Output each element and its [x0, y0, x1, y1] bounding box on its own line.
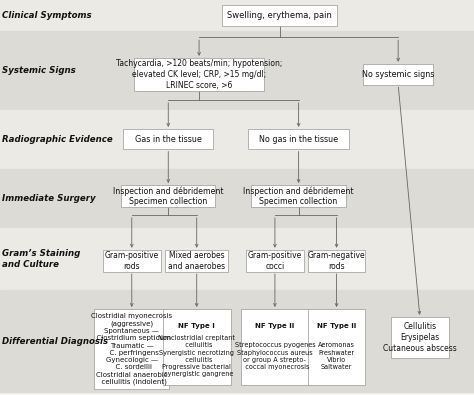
- Bar: [0, 0, 474, 31]
- FancyBboxPatch shape: [241, 309, 309, 385]
- FancyBboxPatch shape: [103, 250, 161, 272]
- FancyBboxPatch shape: [246, 250, 304, 272]
- Text: Gram-positive
cocci: Gram-positive cocci: [248, 251, 302, 271]
- Bar: [0, 228, 474, 290]
- Text: Nonclostridial crepitant
  cellulitis
Synergistic necrotizing
  cellulitis
Progr: Nonclostridial crepitant cellulitis Syne…: [158, 335, 235, 377]
- Text: No gas in the tissue: No gas in the tissue: [259, 135, 338, 144]
- Text: Clinical Symptoms: Clinical Symptoms: [2, 11, 92, 20]
- Text: Inspection and débridement
Specimen collection: Inspection and débridement Specimen coll…: [113, 186, 224, 206]
- Text: NF Type II: NF Type II: [317, 324, 356, 329]
- Text: Cellulitis
Erysipelas
Cutaneous abscess: Cellulitis Erysipelas Cutaneous abscess: [383, 322, 457, 353]
- Bar: [0, 290, 474, 392]
- Text: Clostridial myonecrosis
(aggressive)
Spontaneous —
  Clostridium septicum
Trauma: Clostridial myonecrosis (aggressive) Spo…: [91, 313, 173, 385]
- FancyBboxPatch shape: [94, 309, 170, 389]
- Text: Gram’s Staining
and Culture: Gram’s Staining and Culture: [2, 249, 81, 269]
- Text: No systemic signs: No systemic signs: [362, 70, 434, 79]
- FancyBboxPatch shape: [248, 129, 349, 149]
- Text: NF Type I: NF Type I: [178, 324, 215, 329]
- Text: Aeromonas
Freshwater
Vibrio
Saltwater: Aeromonas Freshwater Vibrio Saltwater: [318, 342, 355, 370]
- FancyBboxPatch shape: [308, 309, 365, 385]
- Text: Gram-positive
rods: Gram-positive rods: [105, 251, 159, 271]
- FancyBboxPatch shape: [363, 64, 433, 85]
- FancyBboxPatch shape: [391, 317, 449, 358]
- FancyBboxPatch shape: [134, 58, 264, 91]
- Text: Radiographic Evidence: Radiographic Evidence: [2, 135, 113, 144]
- FancyBboxPatch shape: [165, 250, 228, 272]
- FancyBboxPatch shape: [222, 5, 337, 26]
- FancyBboxPatch shape: [251, 185, 346, 207]
- Text: Streptococcus pyogenes
Staphylococcus aureus
or group A strepto-
  coccal myonec: Streptococcus pyogenes Staphylococcus au…: [235, 342, 315, 370]
- Text: Tachycardia, >120 beats/min; hypotension;
elevated CK level; CRP, >15 mg/dl;
LRI: Tachycardia, >120 beats/min; hypotension…: [116, 59, 283, 90]
- FancyBboxPatch shape: [121, 185, 215, 207]
- Text: Systemic Signs: Systemic Signs: [2, 66, 76, 75]
- Text: Swelling, erythema, pain: Swelling, erythema, pain: [227, 11, 332, 20]
- Text: Gram-negative
rods: Gram-negative rods: [308, 251, 365, 271]
- Bar: [0, 110, 474, 169]
- FancyBboxPatch shape: [163, 309, 231, 385]
- Text: Differential Diagnosis: Differential Diagnosis: [2, 337, 109, 346]
- FancyBboxPatch shape: [308, 250, 365, 272]
- FancyBboxPatch shape: [123, 129, 213, 149]
- Text: Gas in the tissue: Gas in the tissue: [135, 135, 202, 144]
- Text: Immediate Surgery: Immediate Surgery: [2, 194, 96, 203]
- Text: Inspection and débridement
Specimen collection: Inspection and débridement Specimen coll…: [243, 186, 354, 206]
- Bar: [0, 169, 474, 228]
- Text: Mixed aerobes
and anaerobes: Mixed aerobes and anaerobes: [168, 251, 225, 271]
- Bar: [0, 31, 474, 110]
- Text: NF Type II: NF Type II: [255, 324, 294, 329]
